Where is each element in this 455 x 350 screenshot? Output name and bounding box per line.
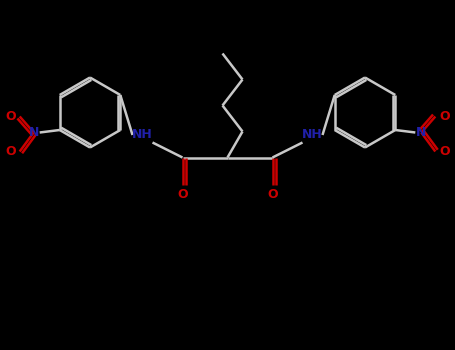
Text: O: O xyxy=(5,110,16,123)
Text: NH: NH xyxy=(302,128,323,141)
Text: NH: NH xyxy=(132,128,153,141)
Text: N: N xyxy=(29,126,39,139)
Text: N: N xyxy=(416,126,426,139)
Text: O: O xyxy=(439,110,450,123)
Text: O: O xyxy=(267,188,278,201)
Text: O: O xyxy=(5,145,16,158)
Text: O: O xyxy=(439,145,450,158)
Text: O: O xyxy=(177,188,188,201)
